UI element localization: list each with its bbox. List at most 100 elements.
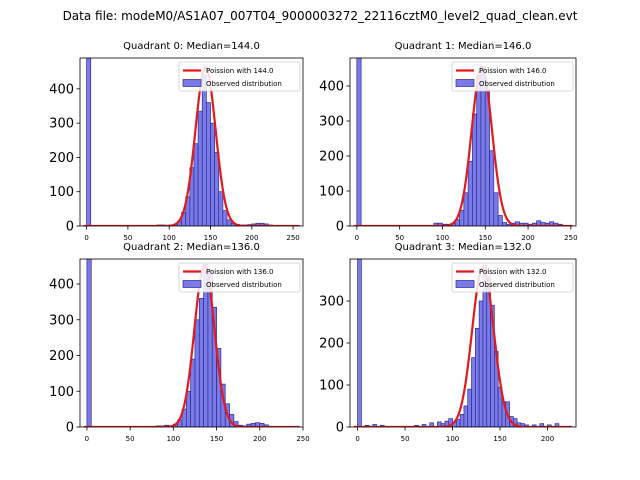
y-tick-label: 100: [49, 385, 74, 400]
histogram-bar: [467, 388, 472, 427]
histogram-bar: [497, 215, 503, 226]
legend-frame: [178, 262, 301, 293]
chart-legend: Poission with 144.0 Observed distribution: [178, 61, 301, 92]
figure-suptitle: Data file: modeM0/AS1A07_007T04_90000032…: [63, 9, 578, 23]
histogram-bar: [472, 113, 478, 226]
x-tick-label: 150: [479, 234, 492, 242]
x-tick-label: 250: [296, 435, 309, 443]
y-tick-label: 300: [319, 115, 344, 130]
chart-quadrant-1: Quadrant 1: Median=146.0 0 50 100 150 200 250 0…: [319, 41, 577, 242]
y-tick-label: 200: [49, 349, 74, 364]
histogram-bar: [86, 58, 92, 226]
poisson-fit-line: [353, 65, 573, 226]
histogram-bar: [539, 423, 545, 427]
legend-hist-label: Observed distribution: [479, 80, 555, 88]
axes-frame: [349, 57, 577, 227]
chart-title: Quadrant 2: Median=136.0: [123, 242, 260, 253]
histogram-bar: [502, 222, 508, 226]
chart-quadrant-2: Quadrant 2: Median=136.0 0 50 100 150 200 250 0…: [49, 242, 310, 443]
plot-area: [353, 259, 573, 427]
chart-legend: Poission with 136.0 Observed distribution: [178, 262, 301, 293]
y-tick-label: 100: [319, 379, 344, 394]
chart-title: Quadrant 1: Median=146.0: [395, 41, 532, 52]
histogram-bar: [218, 191, 224, 226]
histogram-bar: [198, 297, 204, 427]
y-tick-label: 100: [319, 185, 344, 200]
x-tick-label: 150: [210, 435, 223, 443]
histogram-bar: [478, 300, 484, 427]
histogram-bar: [210, 122, 215, 226]
legend-fit-label: Poission with 132.0: [479, 268, 547, 276]
histogram-bar: [197, 110, 203, 226]
histogram-bar: [421, 424, 427, 427]
x-tick-label: 200: [541, 435, 554, 443]
histogram-bar: [493, 192, 499, 226]
x-tick-label: 50: [126, 435, 135, 443]
chart-quadrant-0: Quadrant 0: Median=144.0 0 50 100 150 200 250 0…: [49, 41, 304, 242]
plot-area: [353, 58, 573, 226]
histogram-bar: [206, 102, 211, 226]
x-tick-label: 200: [253, 435, 266, 443]
x-tick-label: 0: [85, 435, 89, 443]
histogram-bar: [201, 74, 207, 226]
chart-quadrant-3: Quadrant 3: Median=132.0 0 50 100 150 200 0 100…: [319, 242, 577, 443]
legend-frame: [451, 61, 574, 92]
legend-hist-label: Observed distribution: [206, 281, 282, 289]
y-tick-label: 0: [66, 220, 74, 235]
x-tick-label: 100: [167, 435, 180, 443]
x-tick-label: 0: [355, 435, 359, 443]
x-tick-label: 50: [123, 234, 132, 242]
y-tick-label: 0: [336, 421, 344, 436]
poisson-fit-line: [83, 65, 300, 226]
histogram-bar: [459, 414, 465, 427]
legend-hist-swatch: [182, 79, 202, 87]
histogram-bar: [356, 58, 362, 226]
histogram-bar: [463, 405, 469, 427]
legend-fit-label: Poission with 136.0: [206, 268, 274, 276]
histogram-bar: [190, 358, 196, 427]
legend-hist-swatch: [455, 79, 475, 87]
histogram-bar: [456, 419, 461, 427]
histogram-bar: [476, 75, 482, 226]
x-tick-label: 150: [493, 435, 506, 443]
x-tick-label: 100: [163, 234, 176, 242]
axes-frame: [79, 258, 304, 428]
y-tick-label: 200: [319, 337, 344, 352]
histogram-bar: [372, 424, 377, 427]
x-tick-label: 100: [446, 435, 459, 443]
histogram-bar: [357, 259, 362, 427]
poisson-fit-line: [353, 266, 573, 427]
y-tick-label: 0: [336, 220, 344, 235]
legend-frame: [451, 262, 574, 293]
histogram-bar: [471, 357, 476, 427]
x-tick-label: 50: [401, 435, 410, 443]
poisson-fit-line: [83, 265, 300, 427]
chart-legend: Poission with 132.0 Observed distribution: [451, 262, 574, 293]
x-tick-label: 250: [286, 234, 299, 242]
legend-frame: [178, 61, 301, 92]
y-tick-label: 0: [66, 421, 74, 436]
y-tick-label: 200: [319, 150, 344, 165]
y-tick-label: 200: [49, 151, 74, 166]
histogram-bar: [463, 192, 469, 226]
y-tick-label: 300: [319, 295, 344, 310]
x-tick-label: 250: [564, 234, 577, 242]
y-tick-label: 100: [49, 185, 74, 200]
histogram-bar: [193, 143, 199, 226]
legend-fit-label: Poission with 146.0: [479, 67, 547, 75]
x-tick-label: 200: [245, 234, 258, 242]
histogram-bar: [214, 151, 220, 226]
y-tick-label: 400: [49, 278, 74, 293]
axes-frame: [79, 57, 304, 227]
legend-hist-label: Observed distribution: [479, 281, 555, 289]
y-tick-label: 400: [49, 82, 74, 97]
legend-fit-label: Poission with 144.0: [206, 67, 274, 75]
y-tick-label: 300: [49, 117, 74, 132]
y-tick-label: 400: [319, 80, 344, 95]
histogram-bar: [86, 259, 92, 427]
x-tick-label: 100: [436, 234, 449, 242]
legend-hist-swatch: [182, 280, 202, 288]
histogram-bar: [467, 160, 473, 226]
histogram-bar: [222, 210, 228, 226]
